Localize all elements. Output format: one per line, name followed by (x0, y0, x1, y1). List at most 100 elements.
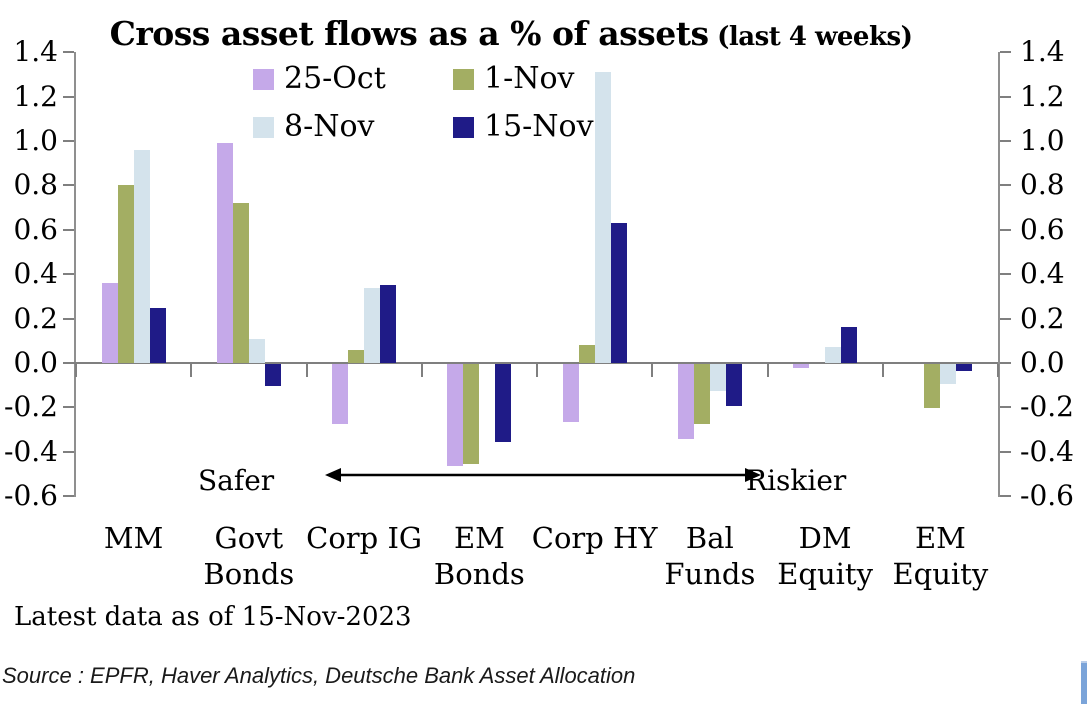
zero-line (74, 362, 998, 364)
bar-8-Nov-Corp HY (594, 72, 611, 363)
legend-swatch-icon (253, 116, 274, 138)
bar-25-Oct-EM Bonds (447, 364, 464, 467)
x-axis-tick (651, 364, 654, 377)
bar-25-Oct-Corp HY (562, 364, 579, 422)
bar-1-Nov-MM (117, 185, 134, 363)
bar-25-Oct-DM Equity (793, 364, 810, 369)
y-axis-tick (1000, 495, 1011, 498)
legend-swatch-icon (453, 68, 474, 90)
y-axis-tick (63, 406, 74, 409)
source-note: Source : EPFR, Haver Analytics, Deutsche… (2, 663, 636, 688)
y-axis-label: -0.6 (1020, 479, 1074, 513)
y-axis-tick (1000, 406, 1011, 409)
bar-8-Nov-Corp IG (364, 287, 381, 363)
bar-25-Oct-Corp IG (332, 364, 349, 424)
legend-label: 25-Oct (284, 61, 386, 96)
x-axis-tick (420, 364, 423, 377)
bar-15-Nov-EM Equity (956, 364, 973, 371)
x-axis-tick (881, 364, 884, 377)
y-axis-label: -0.6 (4, 479, 58, 513)
bar-1-Nov-Bal Funds (693, 364, 710, 424)
bar-8-Nov-MM (133, 149, 150, 363)
y-axis-tick (1000, 95, 1011, 98)
y-axis-label: 0.2 (13, 301, 58, 335)
x-category-label: DM Equity (750, 520, 900, 592)
bar-15-Nov-Bal Funds (725, 364, 742, 407)
y-axis-label: -0.2 (4, 390, 58, 424)
arrowhead-right-icon (745, 468, 761, 482)
bar-15-Nov-DM Equity (841, 327, 858, 363)
y-axis-label: 0.6 (1020, 212, 1065, 246)
x-category-line: Corp IG (306, 521, 423, 555)
y-axis-tick (63, 362, 74, 364)
y-axis-label: 1.0 (13, 124, 58, 157)
x-axis-tick (190, 364, 193, 377)
x-category-label: EM Bonds (404, 520, 554, 592)
y-axis-tick (1000, 273, 1011, 276)
x-category-label: Corp HY (520, 520, 670, 556)
x-category-line: EM (453, 521, 505, 555)
bar-1-Nov-Corp IG (348, 349, 365, 363)
bar-15-Nov-EM Bonds (495, 364, 512, 442)
riskier-label: Riskier (746, 464, 847, 497)
bar-25-Oct-Bal Funds (677, 364, 694, 440)
y-axis-label: 1.0 (1020, 124, 1065, 157)
y-axis-label: 1.2 (13, 79, 58, 113)
bar-15-Nov-Corp HY (610, 223, 627, 363)
legend-label: 15-Nov (484, 109, 594, 144)
y-axis-left (74, 52, 76, 497)
y-axis-label: 1.4 (1020, 35, 1065, 69)
bar-15-Nov-Govt Bonds (264, 364, 281, 387)
x-category-line: Bonds (203, 557, 295, 591)
x-axis-tick (997, 364, 999, 377)
y-axis-label: -0.4 (1020, 434, 1074, 468)
legend-item-15-Nov: 15-Nov (453, 112, 594, 142)
y-axis-tick (1000, 228, 1011, 231)
x-category-line: Equity (777, 557, 873, 591)
latest-data-note: Latest data as of 15-Nov-2023 (14, 602, 412, 632)
legend-swatch-icon (453, 116, 474, 138)
x-category-line: EM (914, 521, 966, 555)
y-axis-label: 0.0 (13, 346, 58, 379)
y-axis-label: 0.0 (1020, 346, 1065, 379)
legend-item-8-Nov: 8-Nov (253, 112, 374, 142)
y-axis-tick (1000, 140, 1011, 142)
y-axis-tick (1000, 51, 1011, 54)
legend-swatch-icon (253, 68, 274, 90)
legend-item-1-Nov: 1-Nov (453, 64, 574, 94)
x-category-line: MM (103, 521, 164, 555)
x-category-label: Corp IG (289, 520, 439, 556)
bar-15-Nov-MM (149, 307, 166, 363)
y-axis-tick (63, 273, 74, 276)
y-axis-label: 0.6 (13, 212, 58, 246)
bar-25-Oct-MM (101, 283, 118, 363)
y-axis-label: 1.2 (1020, 79, 1065, 113)
y-axis-label: -0.4 (4, 434, 58, 468)
x-category-line: DM (798, 521, 852, 555)
y-axis-tick (63, 95, 74, 98)
page-edge-mark (1081, 661, 1087, 704)
bar-15-Nov-Corp IG (380, 285, 397, 363)
y-axis-tick (63, 184, 74, 187)
chart-title-main: Cross asset flows as a % of assets (109, 14, 710, 53)
y-axis-tick (1000, 362, 1011, 364)
y-axis-tick (63, 228, 74, 231)
bar-1-Nov-Govt Bonds (232, 203, 249, 363)
x-category-line: Corp HY (531, 521, 658, 555)
bar-8-Nov-Bal Funds (709, 364, 726, 391)
y-axis-tick (63, 495, 74, 498)
y-axis-tick (63, 140, 74, 142)
legend-item-25-Oct: 25-Oct (253, 64, 386, 94)
chart-title: Cross asset flows as a % of assets (last… (0, 14, 1022, 53)
legend-label: 1-Nov (484, 61, 575, 96)
x-category-line: Govt (214, 521, 284, 555)
y-axis-tick (63, 317, 74, 320)
y-axis-label: 0.8 (13, 168, 58, 202)
bar-8-Nov-EM Equity (940, 364, 957, 384)
x-category-label: MM (59, 520, 209, 556)
legend-label: 8-Nov (284, 109, 375, 144)
x-category-line: Bonds (433, 557, 525, 591)
y-axis-right (998, 52, 1000, 497)
x-category-line: Funds (664, 557, 756, 591)
safer-label: Safer (198, 464, 275, 497)
